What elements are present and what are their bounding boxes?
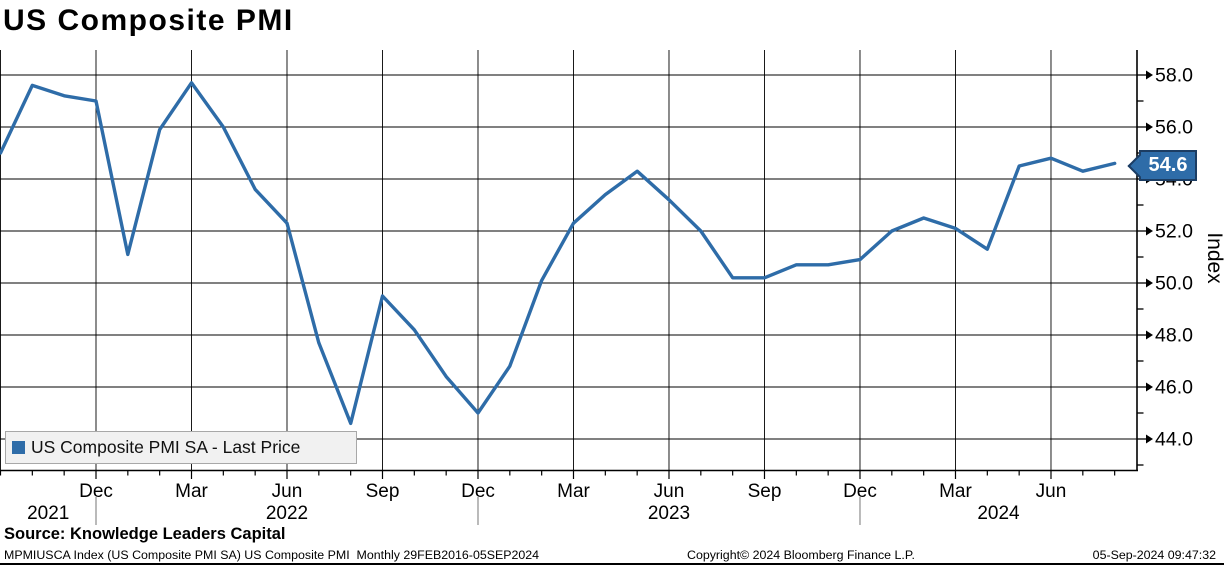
y-tick-label: 52.0 (1155, 221, 1193, 243)
x-tick-label: Mar (175, 481, 208, 502)
axes (0, 50, 1138, 472)
ticker-description: MPMIUSCA Index (US Composite PMI SA) US … (4, 548, 540, 562)
price-line (0, 81, 1117, 426)
y-tick-label: 44.0 (1155, 429, 1193, 451)
x-tick-label: Dec (843, 481, 877, 502)
x-ticks (0, 470, 1116, 479)
legend-marker-icon (12, 441, 25, 454)
y-tick-label: 58.0 (1155, 65, 1193, 87)
year-label: 2023 (648, 503, 690, 524)
bottom-border (0, 563, 1224, 565)
y-axis-ticks: 58.056.054.052.050.048.046.044.0 (1137, 65, 1193, 466)
x-tick-label: Mar (939, 481, 972, 502)
y-axis-title: Index (1203, 232, 1224, 284)
timestamp: 05-Sep-2024 09:47:32 (1092, 548, 1216, 562)
y-tick-label: 50.0 (1155, 273, 1193, 295)
x-tick-label: Jun (654, 481, 685, 502)
last-price-value: 54.6 (1148, 154, 1188, 176)
x-tick-labels: Dec Mar Jun Sep Dec Mar Jun Sep Dec Mar Jun (79, 481, 1066, 502)
x-tick-label: Jun (272, 481, 303, 502)
x-tick-label: Sep (366, 481, 400, 502)
x-tick-label: Dec (79, 481, 113, 502)
legend: US Composite PMI SA - Last Price (5, 431, 357, 464)
year-label: 2021 (27, 503, 69, 524)
x-tick-label: Jun (1036, 481, 1067, 502)
last-price-callout: 54.6 (1139, 150, 1197, 181)
x-tick-label: Sep (748, 481, 782, 502)
year-separators (95, 497, 861, 525)
copyright-notice: Copyright© 2024 Bloomberg Finance L.P. (687, 548, 915, 562)
y-tick-label: 56.0 (1155, 117, 1193, 139)
v-gridlines (0, 50, 1052, 471)
year-label: 2024 (977, 503, 1020, 524)
y-tick-label: 48.0 (1155, 325, 1193, 347)
y-tick-label: 46.0 (1155, 377, 1193, 399)
x-tick-label: Mar (557, 481, 590, 502)
h-gridlines (0, 74, 1137, 440)
legend-label: US Composite PMI SA - Last Price (31, 437, 301, 457)
year-labels: 2021 2022 2023 2024 (27, 503, 1020, 524)
year-label: 2022 (266, 503, 308, 524)
x-tick-label: Dec (461, 481, 495, 502)
source-note: Source: Knowledge Leaders Capital (4, 525, 286, 543)
chart-title: US Composite PMI (3, 4, 294, 37)
